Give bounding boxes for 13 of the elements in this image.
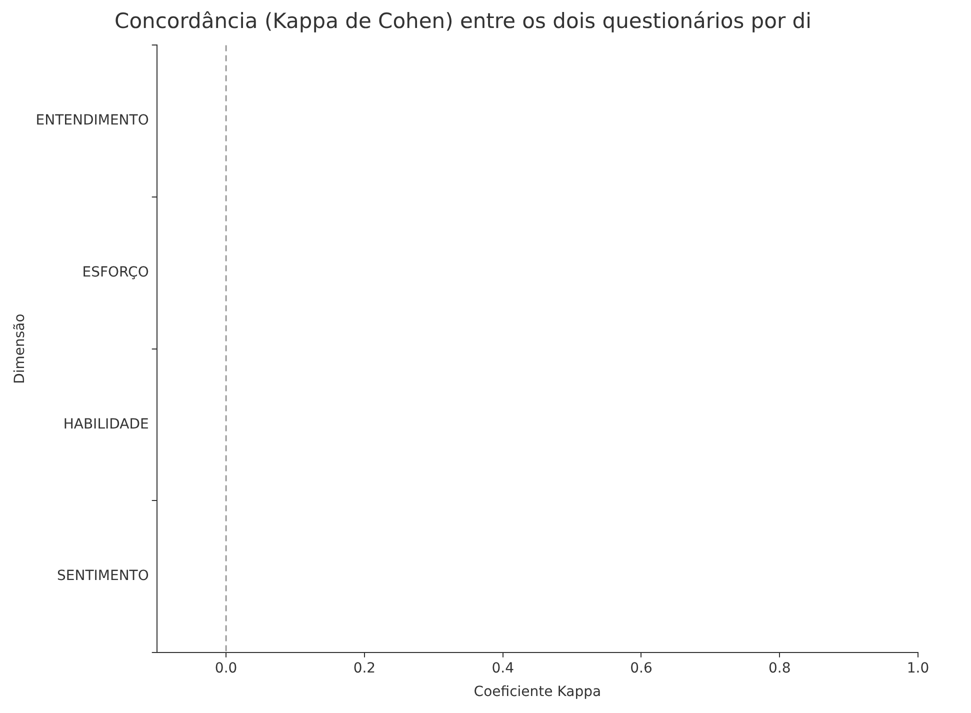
- y-tick-label: HABILIDADE: [63, 416, 149, 432]
- x-tick-label: 0.2: [353, 660, 376, 676]
- chart-title: Concordância (Kappa de Cohen) entre os dois questionários por di: [114, 9, 812, 34]
- x-tick-label: 0.6: [630, 660, 652, 676]
- y-tick-label: SENTIMENTO: [57, 568, 149, 584]
- y-tick-label: ESFORÇO: [82, 264, 149, 281]
- x-axis-title: Coeficiente Kappa: [474, 684, 602, 700]
- x-tick-label: 0.4: [492, 660, 514, 676]
- x-tick-label: 0.0: [214, 660, 238, 676]
- y-tick-label: ENTENDIMENTO: [36, 112, 149, 129]
- x-tick-label: 0.8: [768, 660, 791, 676]
- x-tick-label: 1.0: [906, 660, 930, 676]
- y-axis-title: Dimensão: [12, 314, 28, 384]
